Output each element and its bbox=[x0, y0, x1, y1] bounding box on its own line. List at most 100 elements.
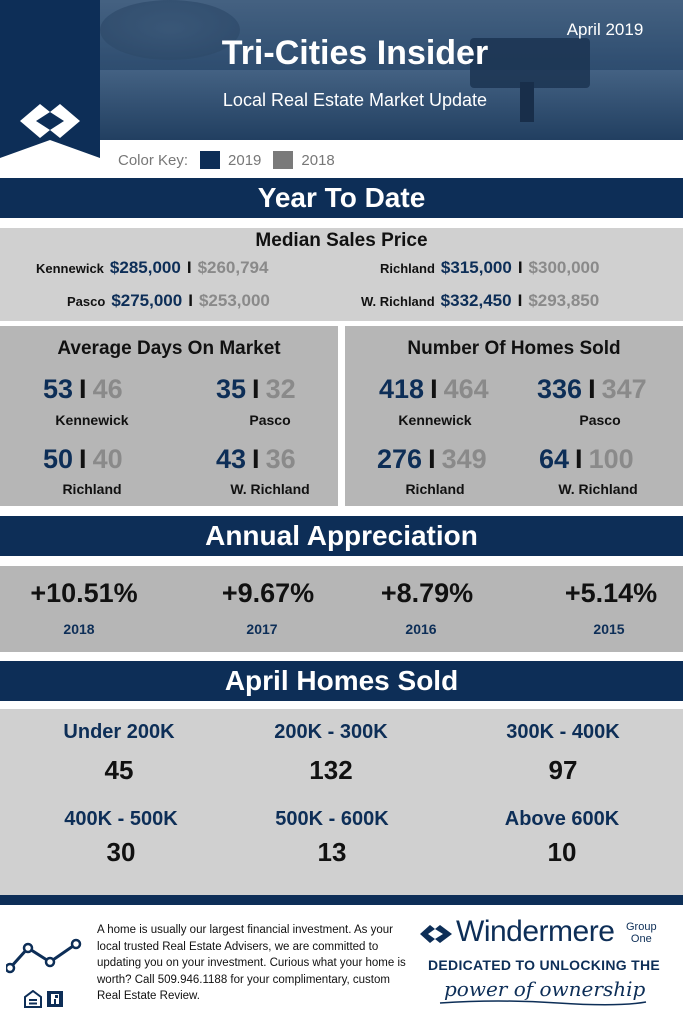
sold-2018: 464 bbox=[443, 374, 489, 404]
median-row-richland: Richland $315,000 I $300,000 bbox=[380, 258, 599, 278]
report-date: April 2019 bbox=[566, 20, 644, 39]
sold-2018: 349 bbox=[441, 444, 487, 474]
median-city: Pasco bbox=[67, 294, 106, 309]
dom-title: Average Days On Market bbox=[57, 338, 281, 359]
section-april-homes-sold: April Homes Sold bbox=[0, 661, 683, 701]
color-key-2018: 2018 bbox=[301, 151, 335, 169]
april-sold-panel: Under 200K 45 200K - 300K 132 300K - 400… bbox=[0, 709, 683, 895]
median-title: Median Sales Price bbox=[255, 230, 428, 251]
separator: I bbox=[588, 374, 596, 404]
color-key-2019: 2019 bbox=[228, 151, 262, 169]
sold-count: 13 bbox=[317, 837, 347, 867]
price-range: 400K - 500K bbox=[64, 808, 178, 830]
price-range: 200K - 300K bbox=[274, 721, 388, 743]
dom-city-label: Kennewick bbox=[55, 412, 129, 428]
dom-pasco: 35 I 32 bbox=[216, 374, 296, 405]
homes-sold-title: Number Of Homes Sold bbox=[407, 338, 621, 359]
hero-banner bbox=[0, 0, 683, 140]
sold-2019: 336 bbox=[537, 374, 583, 404]
dom-w-richland: 43 I 36 bbox=[216, 444, 296, 475]
sold-city-label: Richland bbox=[405, 481, 465, 497]
appreciation-pct: +5.14% bbox=[564, 578, 658, 608]
median-city: Richland bbox=[380, 261, 435, 276]
dom-kennewick: 53 I 46 bbox=[43, 374, 123, 405]
brand-suffix-line1: Group bbox=[626, 921, 657, 933]
separator: I bbox=[79, 374, 87, 404]
dom-city-label: W. Richland bbox=[230, 481, 310, 497]
homes-sold-panel: Number Of Homes Sold 418 I 464 Kennewick… bbox=[345, 326, 683, 506]
sold-count: 132 bbox=[309, 755, 353, 785]
price-range: Under 200K bbox=[63, 721, 175, 743]
sold-2019: 276 bbox=[377, 444, 423, 474]
days-on-market-panel: Average Days On Market 53 I 46 Kennewick… bbox=[0, 326, 338, 506]
median-2018: $300,000 bbox=[528, 258, 600, 277]
sold-count: 30 bbox=[106, 837, 136, 867]
separator: I bbox=[252, 444, 260, 474]
appreciation-year: 2016 bbox=[405, 621, 437, 637]
sold-richland: 276 I 349 bbox=[377, 444, 487, 475]
median-2018: $253,000 bbox=[198, 291, 270, 310]
swatch-2018 bbox=[273, 151, 294, 169]
brand-name: Windermere bbox=[456, 915, 615, 948]
separator: I bbox=[428, 444, 436, 474]
sold-city-label: W. Richland bbox=[558, 481, 638, 497]
tagline-line1: DEDICATED TO UNLOCKING THE bbox=[428, 957, 661, 973]
separator: I bbox=[575, 444, 583, 474]
separator: I bbox=[517, 291, 523, 310]
separator: I bbox=[188, 291, 193, 310]
price-range: Above 600K bbox=[504, 808, 620, 830]
footer-divider bbox=[0, 895, 683, 905]
separator: I bbox=[430, 374, 438, 404]
windermere-mark-icon bbox=[420, 925, 452, 943]
page-title: Tri-Cities Insider bbox=[221, 34, 489, 72]
dom-city-label: Richland bbox=[62, 481, 122, 497]
section-year-to-date: Year To Date bbox=[0, 178, 683, 218]
equal-housing-icon bbox=[24, 990, 42, 1008]
sold-count: 45 bbox=[104, 755, 134, 785]
section-annual-appreciation: Annual Appreciation bbox=[0, 516, 683, 556]
separator: I bbox=[517, 258, 523, 277]
dom-2018: 36 bbox=[265, 444, 296, 474]
price-range: 500K - 600K bbox=[275, 808, 389, 830]
sold-2019: 418 bbox=[379, 374, 425, 404]
median-city: Kennewick bbox=[36, 261, 104, 276]
sold-w-richland: 64 I 100 bbox=[539, 444, 634, 475]
median-row-kennewick: Kennewick $285,000 I $260,794 bbox=[36, 258, 268, 278]
median-2018: $293,850 bbox=[528, 291, 600, 310]
appreciation-pct: +10.51% bbox=[30, 578, 138, 608]
appreciation-year: 2018 bbox=[63, 621, 95, 637]
sold-2018: 100 bbox=[588, 444, 634, 474]
logo-tab bbox=[0, 0, 100, 158]
appreciation-year: 2015 bbox=[593, 621, 625, 637]
line-chart-icon bbox=[6, 938, 82, 974]
brand-suffix: Group One bbox=[626, 921, 657, 945]
sold-2019: 64 bbox=[539, 444, 570, 474]
page-subtitle: Local Real Estate Market Update bbox=[222, 90, 488, 110]
tagline-line2: power of ownership bbox=[444, 977, 646, 1001]
footer-message: A home is usually our largest financial … bbox=[97, 924, 406, 1002]
sold-count: 10 bbox=[547, 837, 577, 867]
dom-2018: 32 bbox=[265, 374, 296, 404]
appreciation-pct: +9.67% bbox=[221, 578, 315, 608]
median-2019: $275,000 bbox=[111, 291, 183, 310]
dom-richland: 50 I 40 bbox=[43, 444, 123, 475]
color-key: Color Key: 2019 2018 bbox=[118, 150, 335, 170]
median-2019: $332,450 bbox=[440, 291, 512, 310]
dom-2019: 50 bbox=[43, 444, 74, 474]
tagline-underline bbox=[439, 1000, 647, 1006]
price-range: 300K - 400K bbox=[506, 721, 620, 743]
dom-city-label: Pasco bbox=[249, 412, 291, 428]
sold-city-label: Pasco bbox=[579, 412, 621, 428]
dom-2019: 53 bbox=[43, 374, 74, 404]
appreciation-year: 2017 bbox=[246, 621, 278, 637]
brand-suffix-line2: One bbox=[630, 933, 652, 945]
median-row-pasco: Pasco $275,000 I $253,000 bbox=[67, 291, 270, 311]
dom-2019: 43 bbox=[216, 444, 247, 474]
median-2019: $285,000 bbox=[109, 258, 181, 277]
separator: I bbox=[186, 258, 192, 277]
color-key-label: Color Key: bbox=[118, 151, 189, 169]
median-2019: $315,000 bbox=[440, 258, 512, 277]
appreciation-pct: +8.79% bbox=[380, 578, 474, 608]
separator: I bbox=[79, 444, 87, 474]
sold-city-label: Kennewick bbox=[398, 412, 472, 428]
